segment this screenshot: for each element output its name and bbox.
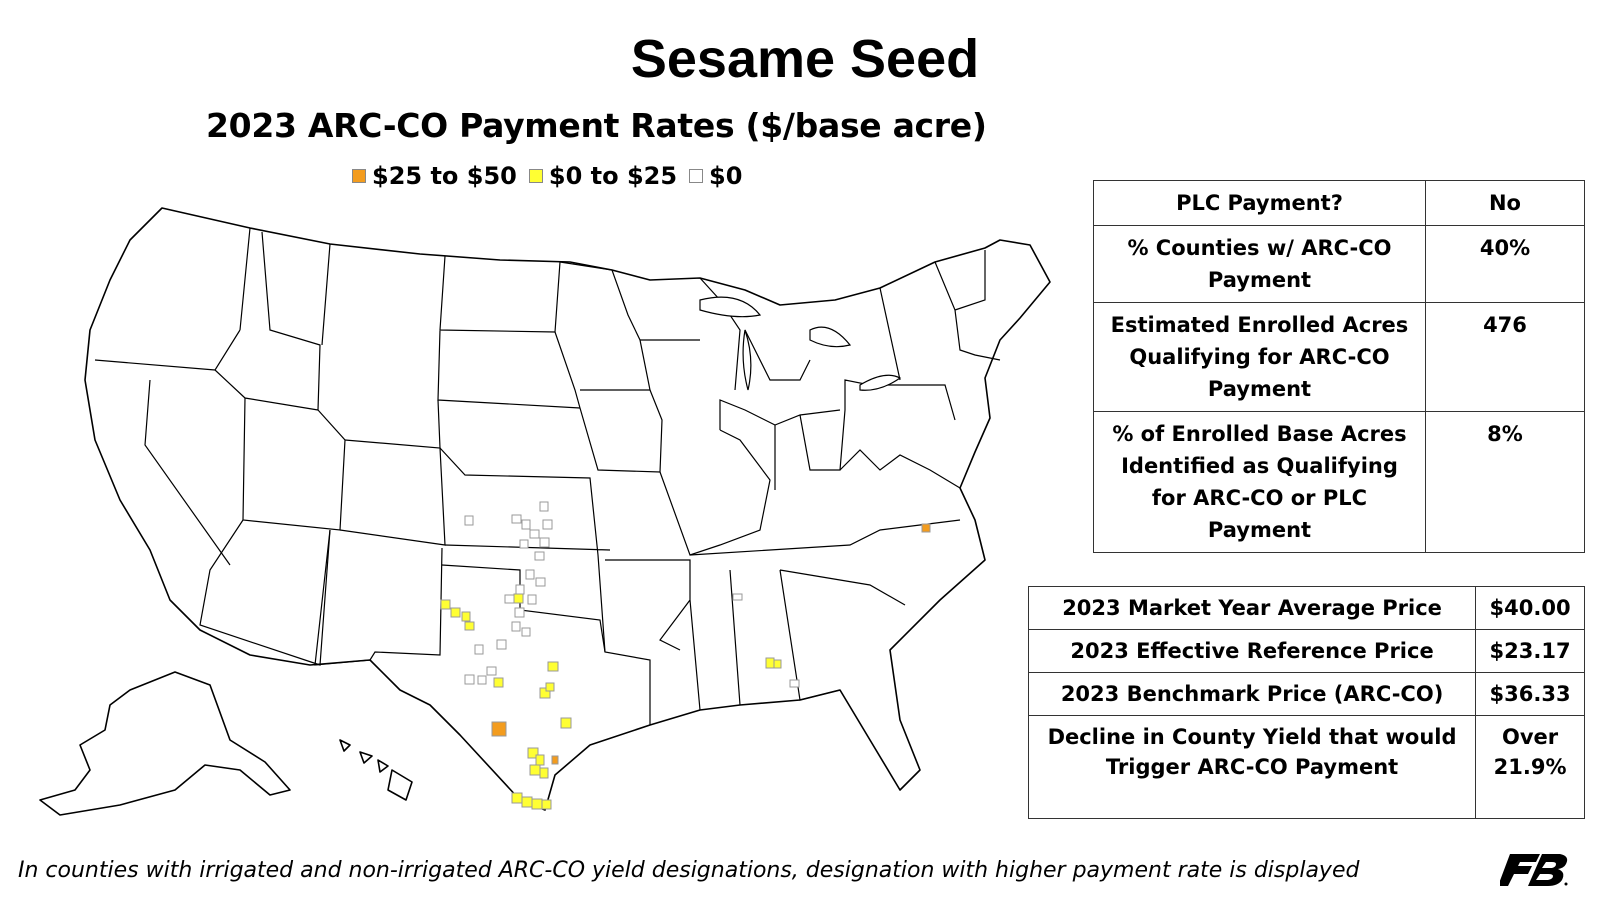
table-cell-value: Over 21.9% <box>1475 715 1585 819</box>
table-cell-label: Decline in County Yield that would Trigg… <box>1027 715 1477 819</box>
counties-high-payment <box>491 523 931 765</box>
table-row: Estimated Enrolled Acres Qualifying for … <box>1093 302 1586 412</box>
table-cell-value: 8% <box>1424 411 1586 553</box>
legend-swatch-high <box>352 169 366 183</box>
table-cell-value: 476 <box>1424 302 1586 412</box>
great-lakes <box>699 296 902 391</box>
table-cell-value: $40.00 <box>1475 586 1585 630</box>
legend-item-low: $0 to $25 <box>528 162 678 190</box>
legend-label-low: $0 to $25 <box>548 162 678 190</box>
legend-item-zero: $0 <box>689 162 742 190</box>
table-cell-value: 40% <box>1424 225 1586 303</box>
table-cell-label: Estimated Enrolled Acres Qualifying for … <box>1093 302 1426 412</box>
legend-label-zero: $0 <box>709 162 743 190</box>
map-subtitle: 2023 ARC-CO Payment Rates ($/base acre) <box>206 106 987 145</box>
legend-label-high: $25 to $50 <box>372 162 517 190</box>
farm-bureau-logo <box>1500 854 1568 886</box>
table-row: 2023 Market Year Average Price $40.00 <box>1027 586 1585 630</box>
us-county-map <box>39 207 1051 816</box>
legend-swatch-zero <box>689 169 704 183</box>
counties-low-payment <box>440 593 782 810</box>
counties-zero-payment <box>464 501 800 688</box>
table-cell-label: 2023 Effective Reference Price <box>1027 629 1477 673</box>
table-cell-value: $36.33 <box>1475 672 1585 716</box>
table-cell-label: 2023 Market Year Average Price <box>1027 586 1477 630</box>
table-row: % of Enrolled Base Acres Identified as Q… <box>1093 411 1586 553</box>
map-legend: $25 to $50 $0 to $25 $0 <box>352 162 754 190</box>
table-cell-value: $23.17 <box>1475 629 1585 673</box>
table-cell-label: 2023 Benchmark Price (ARC-CO) <box>1027 672 1477 716</box>
price-summary-table: 2023 Market Year Average Price $40.00 20… <box>1027 586 1585 819</box>
page-title: Sesame Seed <box>630 29 980 89</box>
table-row: 2023 Benchmark Price (ARC-CO) $36.33 <box>1027 672 1585 716</box>
footnote: In counties with irrigated and non-irrig… <box>18 858 1360 883</box>
contiguous-us-outline <box>84 207 1051 811</box>
plc-summary-table: PLC Payment? No % Counties w/ ARC-CO Pay… <box>1093 180 1586 553</box>
table-row: % Counties w/ ARC-CO Payment 40% <box>1093 225 1586 303</box>
table-row: Decline in County Yield that would Trigg… <box>1027 715 1585 819</box>
table-cell-label: % Counties w/ ARC-CO Payment <box>1093 225 1426 303</box>
state-boundaries <box>94 227 1001 725</box>
table-cell-value: No <box>1424 180 1586 226</box>
table-row: PLC Payment? No <box>1093 180 1586 226</box>
legend-swatch-low <box>528 169 543 183</box>
table-row: 2023 Effective Reference Price $23.17 <box>1027 629 1585 673</box>
table-cell-label: % of Enrolled Base Acres Identified as Q… <box>1093 411 1426 553</box>
hawaii-outline <box>339 739 413 801</box>
alaska-outline <box>39 671 291 816</box>
table-cell-label: PLC Payment? <box>1093 180 1426 226</box>
legend-item-high: $25 to $50 <box>352 162 517 190</box>
